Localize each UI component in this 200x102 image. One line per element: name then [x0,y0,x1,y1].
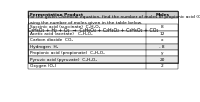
Text: - 8: - 8 [159,45,165,49]
Bar [28,11,178,63]
Text: Hydrogen  H₂: Hydrogen H₂ [30,45,58,49]
Text: using the number of moles given in the table below.: using the number of moles given in the t… [28,21,142,25]
Bar [28,44,178,50]
Text: 12: 12 [159,32,165,36]
Bar [28,50,178,57]
Bar [28,24,178,31]
Text: C₃H₆O₂ + H₂ + O₂  →  C₄H₆O₄ + C₂H₄O₂ + C₃H₆O₂ + CO₂: C₃H₆O₂ + H₂ + O₂ → C₄H₆O₄ + C₂H₄O₂ + C₃H… [28,28,158,33]
Text: Pyruvic acid (pyruvate)  C₃H₄O₃: Pyruvic acid (pyruvate) C₃H₄O₃ [30,58,97,62]
Bar [28,63,178,69]
Bar [28,57,178,63]
Text: Moles: Moles [155,13,169,17]
Text: x: x [161,38,163,42]
Text: Succinic acid (succinate)  C₄H₆O₄: Succinic acid (succinate) C₄H₆O₄ [30,26,100,29]
Text: Oxygen (O₂): Oxygen (O₂) [30,64,56,68]
Text: 2: 2 [161,64,164,68]
Text: 8: 8 [161,26,163,29]
Text: Fermentation Product: Fermentation Product [30,13,83,17]
Text: 20: 20 [159,58,165,62]
Bar [28,37,178,44]
Bar [28,31,178,37]
Text: Acetic acid (acetate)   C₂H₄O₂: Acetic acid (acetate) C₂H₄O₂ [30,32,92,36]
Text: y: y [161,51,163,55]
Text: Propionic acid (propionate)  C₃H₆O₂: Propionic acid (propionate) C₃H₆O₂ [30,51,105,55]
Text: Carbon dioxide  CO₂: Carbon dioxide CO₂ [30,38,73,42]
Bar [28,11,178,18]
Text: For the given Chemical equation, find the number of moles of propionic acid (C₃H: For the given Chemical equation, find th… [28,15,200,19]
